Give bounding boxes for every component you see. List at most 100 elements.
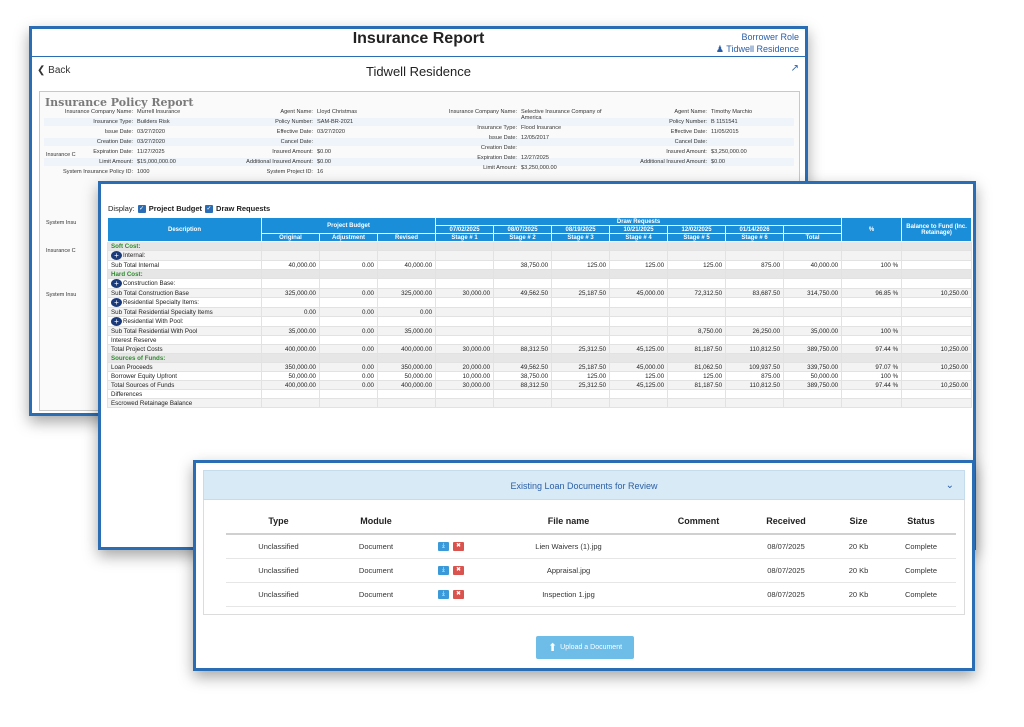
policy-field-value: $0.00: [317, 159, 331, 165]
upload-document-button[interactable]: ⬆ Upload a Document: [536, 636, 634, 659]
expand-group-icon[interactable]: +: [111, 317, 122, 326]
budget-cell: [609, 241, 669, 251]
budget-cell: [493, 269, 553, 279]
documents-header-title: Existing Loan Documents for Review: [510, 481, 658, 491]
document-actions: ⤓ ✖: [421, 582, 481, 607]
budget-cell: [609, 398, 669, 408]
user-link[interactable]: ♟ Tidwell Residence: [716, 43, 799, 55]
policy-field: Issue Date: 03/27/2020: [40, 129, 230, 137]
budget-row-label: Sub Total Construction Base: [111, 289, 189, 297]
residence-title: Tidwell Residence: [365, 64, 471, 79]
budget-cell: [901, 250, 973, 261]
policy-field: Insurance Company Name: Selective Insuran…: [424, 109, 614, 121]
budget-cell: 25,187.50: [551, 288, 611, 298]
draw-requests-checkbox[interactable]: ✓: [205, 204, 214, 213]
budget-cell: [319, 241, 378, 251]
back-button[interactable]: ❮ Back: [37, 65, 70, 76]
policy-field-label: Expiration Date:: [477, 155, 517, 161]
budget-row-description: Total Sources of Funds: [107, 380, 262, 390]
budget-row: Loan Proceeds 350,000.00 0.00 350,000.00 20,…: [107, 362, 973, 372]
budget-cell: [725, 398, 785, 408]
budget-row-description: Total Project Costs: [107, 344, 262, 354]
budget-cell: [609, 316, 669, 327]
budget-cell: 81,062.50: [667, 362, 727, 372]
budget-row-description[interactable]: + Internal:: [107, 250, 262, 261]
budget-cell: [667, 389, 727, 399]
budget-cell: 110,812.50: [725, 380, 785, 390]
budget-cell: 325,000.00: [261, 288, 320, 298]
budget-cell: 35,000.00: [783, 326, 843, 336]
budget-row-description: Sub Total Internal: [107, 260, 262, 270]
delete-icon[interactable]: ✖: [453, 542, 464, 551]
policy-field-label: System Project ID:: [266, 169, 313, 175]
budget-cell: [841, 335, 903, 345]
budget-cell: 100 %: [841, 260, 903, 270]
budget-cell: [551, 353, 611, 363]
policy-field-label: Cancel Date:: [280, 139, 313, 145]
download-icon[interactable]: ⤓: [438, 589, 449, 599]
budget-cell: [667, 316, 727, 327]
policy-field-value: $3,250,000.00: [521, 165, 557, 171]
budget-cell: [783, 250, 843, 261]
policy-field-value: Murrell Insurance: [137, 109, 181, 115]
budget-cell: 400,000.00: [376, 380, 437, 390]
budget-row-description[interactable]: + Construction Base:: [107, 278, 262, 289]
budget-cell: [783, 297, 843, 308]
delete-icon[interactable]: ✖: [453, 565, 464, 575]
budget-row: Total Sources of Funds 400,000.00 0.00 400,…: [107, 380, 973, 390]
docs-col-header: [421, 508, 481, 535]
download-icon[interactable]: ⤓: [438, 542, 449, 551]
policy-left-label: Insurance C: [46, 248, 76, 254]
budget-cell: [261, 398, 320, 408]
budget-row-description: Differences: [107, 389, 262, 399]
budget-cell: [493, 335, 553, 345]
delete-icon[interactable]: ✖: [453, 589, 464, 599]
external-link-icon[interactable]: ↗: [790, 63, 799, 74]
document-actions: ⤓ ✖: [421, 534, 481, 559]
policy-field: Insurance Company Name: Murrell Insurance: [40, 109, 230, 117]
document-type: Unclassified: [226, 534, 331, 559]
budget-cell: [551, 335, 611, 345]
expand-group-icon[interactable]: +: [111, 251, 122, 260]
policy-field: Creation Date: 03/27/2020: [40, 139, 230, 147]
budget-cell: 125.00: [609, 371, 669, 381]
draw-stage-header: Stage # 3: [551, 233, 611, 242]
draw-date-header: 10/21/2025: [609, 225, 669, 234]
budget-row-description[interactable]: + Residential With Pool:: [107, 316, 262, 327]
docs-col-header: Size: [831, 508, 886, 535]
budget-cell: [435, 316, 495, 327]
budget-cell: [319, 335, 378, 345]
download-icon[interactable]: ⤓: [438, 565, 449, 575]
budget-cell: [667, 241, 727, 251]
budget-cell: [783, 241, 843, 251]
expand-group-icon[interactable]: +: [111, 279, 122, 288]
policy-field-value: Builders Risk: [137, 119, 170, 125]
chevron-down-icon[interactable]: ⌄: [945, 480, 954, 491]
policy-field: Agent Name: Timothy Marchio: [614, 109, 804, 117]
policy-field-label: Creation Date:: [96, 139, 133, 145]
budget-cell: [435, 278, 495, 289]
budget-row-description: Hard Cost:: [107, 269, 262, 279]
expand-group-icon[interactable]: +: [111, 298, 122, 307]
docs-col-header: Received: [741, 508, 831, 535]
budget-cell: [725, 389, 785, 399]
budget-cell: 35,000.00: [376, 326, 437, 336]
budget-cell: [901, 269, 973, 279]
budget-row-label: Sub Total Internal: [111, 261, 160, 269]
budget-cell: [783, 398, 843, 408]
budget-cell: [901, 297, 973, 308]
budget-cell: [667, 353, 727, 363]
policy-field-label: Effective Date:: [276, 129, 313, 135]
budget-cell: [319, 353, 378, 363]
budget-row-description[interactable]: + Residential Specialty Items:: [107, 297, 262, 308]
budget-cell: 875.00: [725, 260, 785, 270]
project-budget-checkbox[interactable]: ✓: [137, 204, 146, 213]
budget-cell: 40,000.00: [783, 260, 843, 270]
budget-row: Sources of Funds:: [107, 353, 973, 363]
budget-row-description: Sub Total Construction Base: [107, 288, 262, 298]
budget-cell: [901, 353, 973, 363]
budget-cell: [493, 316, 553, 327]
col-balance: Balance to Fund (Inc. Retainage): [901, 217, 973, 242]
documents-accordion-header[interactable]: Existing Loan Documents for Review ⌄: [203, 470, 965, 500]
budget-cell: [319, 316, 378, 327]
